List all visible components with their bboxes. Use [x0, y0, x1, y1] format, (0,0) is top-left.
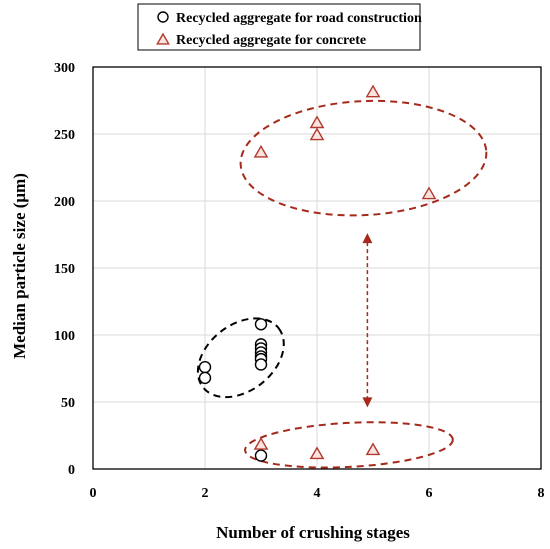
legend-box — [137, 3, 421, 51]
data-points — [198, 84, 437, 462]
road-group-ellipse — [196, 317, 285, 399]
concrete-aggregate-point — [309, 446, 325, 460]
y-tick-label: 300 — [54, 61, 75, 76]
x-axis-title: Number of crushing stages — [216, 523, 410, 542]
legend-label: Recycled aggregate for road construction — [176, 11, 422, 26]
road-aggregate-point — [254, 449, 268, 462]
concrete-aggregate-point — [365, 442, 381, 456]
x-tick-label: 6 — [426, 486, 433, 501]
y-tick-label: 200 — [54, 195, 75, 210]
x-tick-label: 2 — [202, 486, 209, 501]
y-tick-label: 150 — [54, 262, 75, 277]
concrete-aggregate-point — [365, 84, 381, 98]
legend-triangle-marker — [156, 32, 170, 45]
x-tick-label: 8 — [538, 486, 545, 501]
concrete-aggregate-point — [253, 144, 269, 158]
tick-labels: 0 2 4 6 8 0 50 100 150 200 250 300 — [54, 61, 545, 501]
arrow-head-up — [362, 233, 373, 244]
legend-label: Recycled aggregate for concrete — [176, 33, 366, 48]
y-tick-label: 250 — [54, 128, 75, 143]
y-tick-label: 100 — [54, 329, 75, 344]
road-aggregate-point — [198, 371, 212, 385]
annotations — [196, 99, 488, 469]
road-aggregate-point — [254, 358, 268, 371]
concrete-aggregate-point — [309, 115, 325, 129]
road-aggregate-point — [198, 360, 212, 374]
legend: Recycled aggregate for road construction… — [137, 3, 422, 51]
y-axis-title: Median particle size (μm) — [10, 173, 29, 359]
legend-circle-marker — [157, 11, 169, 23]
x-tick-label: 4 — [314, 486, 321, 501]
concrete-aggregate-point — [421, 186, 437, 200]
concrete-high-group-ellipse — [239, 99, 488, 217]
plot-frame — [92, 66, 542, 470]
concrete-aggregate-point — [253, 436, 269, 450]
y-tick-label: 50 — [61, 396, 75, 411]
concrete-low-group-ellipse — [244, 421, 454, 469]
x-tick-label: 0 — [90, 486, 97, 501]
concrete-aggregate-point — [309, 127, 325, 141]
y-tick-label: 0 — [68, 463, 75, 478]
road-aggregate-point — [254, 318, 268, 331]
arrow-head-down — [362, 397, 373, 408]
